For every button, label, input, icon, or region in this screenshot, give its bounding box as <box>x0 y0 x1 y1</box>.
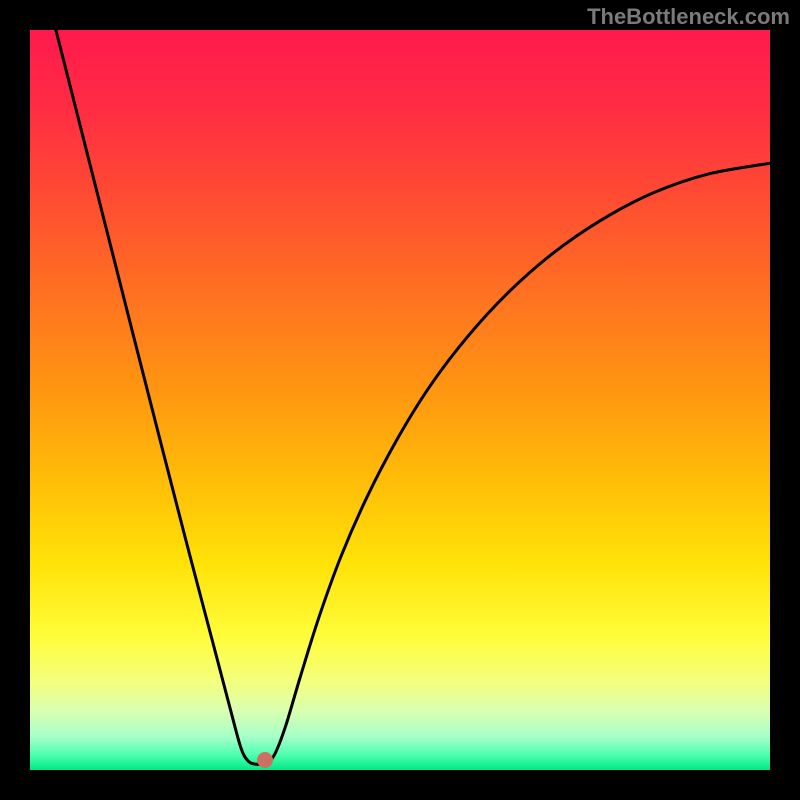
watermark-text: TheBottleneck.com <box>587 4 790 30</box>
curve-svg <box>30 30 770 770</box>
optimum-marker <box>257 752 273 768</box>
plot-area <box>30 30 770 770</box>
plot-outer-frame <box>0 0 800 800</box>
bottleneck-curve <box>56 30 770 764</box>
